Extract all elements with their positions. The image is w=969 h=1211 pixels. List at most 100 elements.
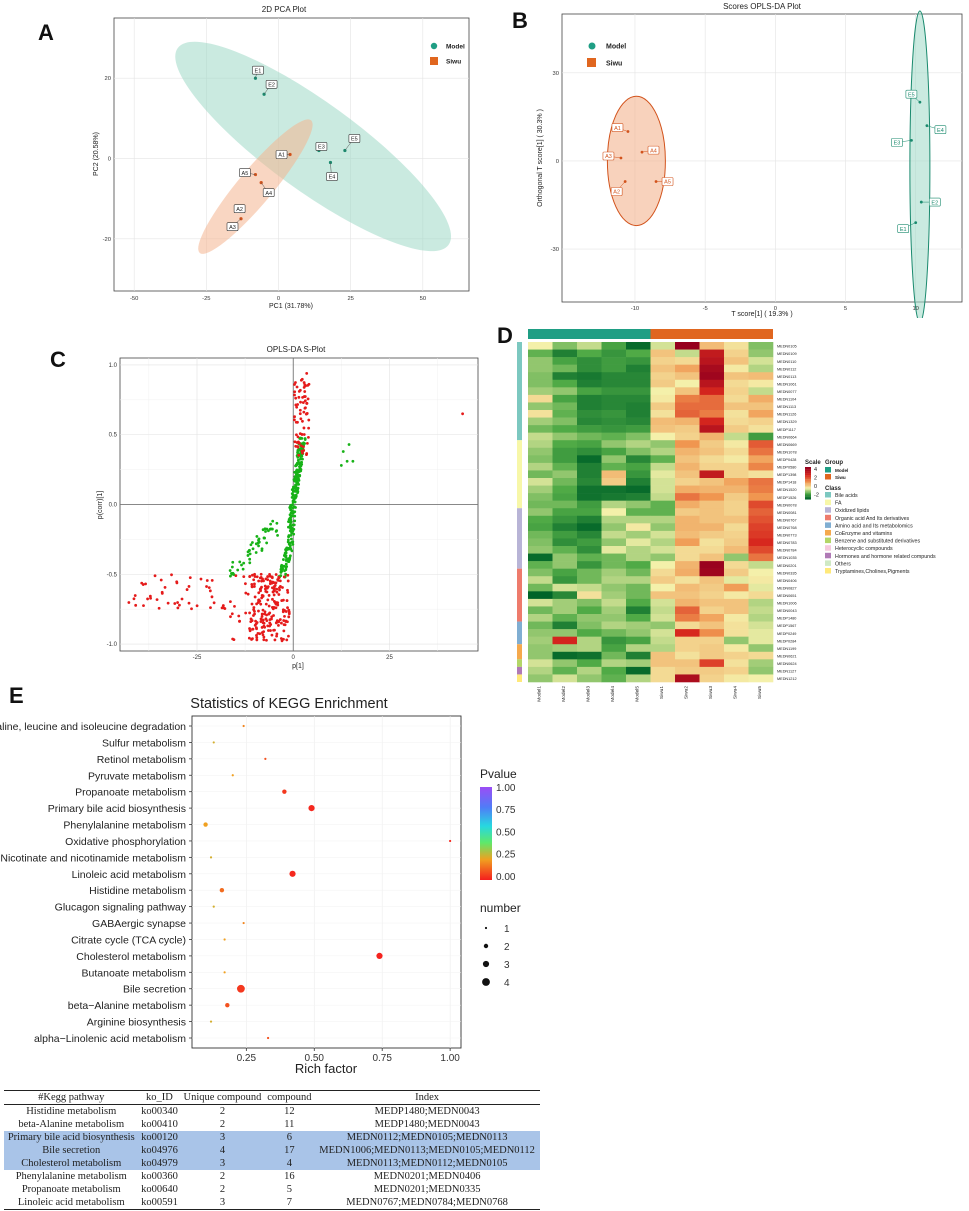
splot-point — [299, 444, 303, 448]
opls-legend-label: Siwu — [606, 61, 622, 68]
heatmap-class-label: FA — [835, 501, 842, 507]
splot-point — [229, 615, 232, 619]
heatmap-cell — [626, 447, 651, 456]
heatmap-cell — [650, 666, 676, 675]
splot-xtick: 25 — [386, 655, 393, 661]
splot-point — [274, 602, 278, 606]
heatmap-cell — [675, 568, 700, 577]
heatmap-cell — [724, 576, 749, 585]
opls-title: Scores OPLS-DA Plot — [723, 2, 802, 11]
heatmap-scale-tick: 2 — [814, 476, 817, 482]
opls-label-box — [934, 125, 947, 134]
heatmap-cell — [675, 372, 700, 381]
splot-point — [299, 464, 302, 468]
heatmap-cell — [528, 410, 553, 418]
heatmap-cell — [675, 621, 700, 630]
heatmap-row-label: MEDN0827 — [777, 586, 797, 590]
heatmap-cell — [626, 478, 651, 486]
heatmap-cell — [748, 402, 774, 411]
heatmap-row-label: MEDN0664 — [777, 435, 797, 439]
splot-point — [230, 572, 233, 575]
number-legend-title: number — [480, 901, 521, 915]
splot-point — [285, 546, 289, 550]
heatmap-cell — [675, 349, 700, 358]
heatmap-cell — [601, 591, 627, 600]
splot-point — [299, 453, 303, 457]
heatmap-cell — [552, 598, 578, 607]
splot-point — [275, 632, 279, 636]
heatmap-cell — [626, 500, 651, 509]
heatmap-class-swatch — [825, 568, 831, 574]
heatmap-cell — [552, 606, 578, 615]
splot-point — [265, 527, 269, 531]
heatmap-cell — [601, 651, 627, 660]
splot-point — [272, 628, 275, 632]
pca-legend-label: Siwu — [446, 59, 461, 66]
heatmap-col-label: Siwu1 — [659, 686, 665, 699]
heatmap-group-swatch — [825, 474, 831, 480]
heatmap-scale-segment — [805, 477, 811, 480]
pca-label-box — [315, 142, 328, 151]
heatmap-cell — [699, 583, 725, 592]
pca-xtick: 50 — [420, 296, 426, 302]
splot-point — [286, 620, 289, 624]
splot-point — [148, 594, 152, 598]
splot-point — [266, 598, 270, 602]
splot-point — [280, 639, 284, 643]
heatmap-class-swatch — [825, 537, 831, 544]
splot-point — [170, 573, 173, 577]
heatmap-scale-tick: 4 — [814, 467, 817, 473]
splot-point — [303, 390, 307, 393]
heatmap-cell — [577, 576, 602, 585]
heatmap-row-label: MEDN0784 — [777, 549, 797, 553]
heatmap-cell — [577, 614, 602, 622]
splot-point — [248, 557, 252, 561]
heatmap-scale-title: Scale — [805, 460, 821, 466]
heatmap-cell — [724, 394, 749, 403]
heatmap-cell — [601, 561, 627, 569]
heatmap-cell — [699, 432, 725, 441]
heatmap-cell — [552, 523, 578, 532]
heatmap-cell — [748, 583, 774, 592]
splot-point — [275, 620, 279, 624]
heatmap-class-swatch — [825, 492, 831, 498]
splot-point — [286, 606, 289, 610]
splot-point — [255, 633, 258, 637]
heatmap-cell — [577, 372, 602, 381]
kegg-bubble — [223, 971, 226, 974]
heatmap-cell — [748, 379, 774, 388]
heatmap-cell — [675, 470, 700, 479]
heatmap-cell — [675, 636, 700, 645]
splot-point — [297, 395, 301, 399]
heatmap-scale-segment — [805, 481, 811, 484]
splot-point — [291, 542, 295, 546]
heatmap-cell — [675, 425, 700, 433]
splot-point — [294, 476, 298, 480]
heatmap-cell — [626, 402, 651, 411]
heatmap-cell — [552, 666, 578, 675]
heatmap-row-label: MEDP1567 — [777, 624, 796, 628]
splot-point — [269, 522, 273, 526]
col-header-ko: ko_ID — [138, 1090, 181, 1105]
heatmap-cell — [552, 387, 578, 396]
heatmap-cell — [748, 485, 774, 494]
heatmap-row-label: MEDN1329 — [777, 420, 797, 424]
heatmap-cell — [748, 425, 774, 433]
heatmap-cell — [699, 666, 725, 675]
splot-point — [301, 451, 304, 455]
pca-plot: 2D PCA Plot E1 E2 E3 E4 E5 A1 A2 A3 A4 A5 -50 -25 0… — [93, 5, 470, 310]
heatmap-cell — [699, 417, 725, 426]
splot-point — [173, 602, 177, 605]
heatmap-cell — [528, 666, 553, 675]
heatmap-cell — [699, 561, 725, 569]
splot-point — [280, 621, 283, 625]
heatmap-cell — [748, 614, 774, 622]
heatmap-cell — [528, 659, 553, 668]
heatmap-cell — [577, 410, 602, 418]
splot-point — [265, 619, 269, 623]
heatmap-cell — [601, 342, 627, 350]
heatmap: MEDN0105 MEDN0109 MEDN0110 MEDN0112 MEDN0113… — [517, 329, 936, 702]
splot-point — [293, 485, 297, 489]
heatmap-cell — [577, 493, 602, 501]
splot-point — [293, 383, 296, 386]
